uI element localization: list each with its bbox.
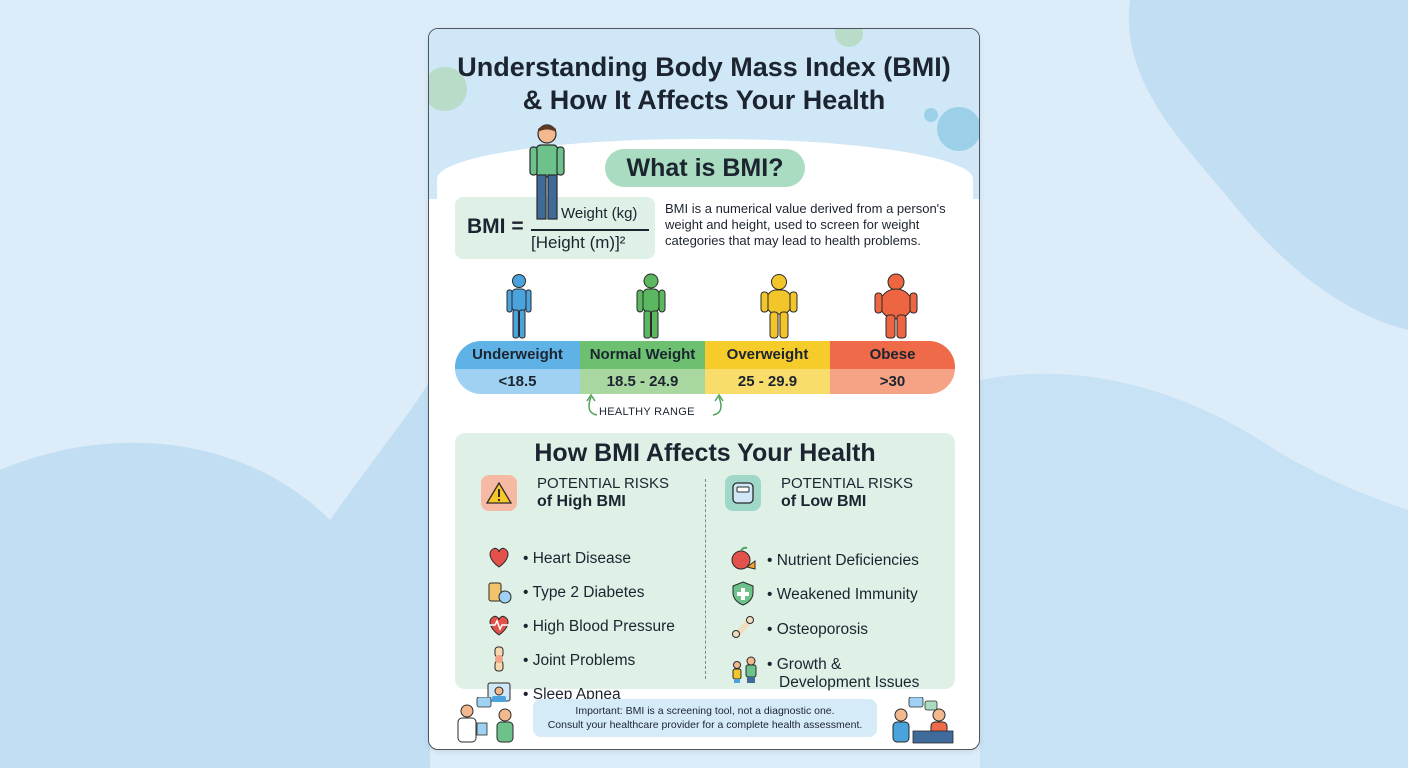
note-line-2: Consult your healthcare provider for a c… — [547, 719, 863, 731]
page-title: Understanding Body Mass Index (BMI) & Ho… — [429, 51, 979, 117]
risk-label: Type 2 Diabetes — [532, 584, 645, 601]
risk-type-2-diabetes: • Type 2 Diabetes — [523, 584, 645, 601]
standing-person-icon — [529, 124, 565, 220]
header-decoration — [429, 29, 979, 151]
normal-weight-figure-icon — [636, 273, 666, 339]
shield-icon — [732, 581, 754, 606]
risk-heart-disease: • Heart Disease — [523, 550, 631, 567]
category-range: <18.5 — [455, 369, 580, 394]
note-line-1: Important: BMI is a screening tool, not … — [575, 705, 835, 717]
risk-growth-development-issues: • Growth & Development Issues — [767, 656, 920, 691]
important-note: Important: BMI is a screening tool, not … — [533, 699, 877, 737]
healthy-range-label: HEALTHY RANGE — [599, 406, 695, 418]
risk-osteoporosis: • Osteoporosis — [767, 621, 869, 638]
what-is-bmi-heading: What is BMI? — [605, 149, 805, 187]
formula-denominator: [Height (m)]² — [531, 233, 626, 252]
category-label: Overweight — [705, 341, 830, 369]
formula-numerator: Weight (kg) — [561, 205, 638, 222]
scale-icon — [725, 475, 761, 511]
category-range: >30 — [830, 369, 955, 394]
risk-sleep-apnea: • Sleep Apnea — [523, 686, 621, 703]
apple-icon — [731, 546, 756, 570]
title-line-1: Understanding Body Mass Index (BMI) — [457, 52, 951, 82]
underweight-figure-icon — [506, 274, 532, 339]
risk-high-blood-pressure: • High Blood Pressure — [523, 618, 675, 635]
insulin-icon — [488, 582, 512, 604]
risk-label: Osteoporosis — [776, 621, 869, 638]
column-divider — [705, 479, 706, 679]
sleeping-person-icon — [487, 682, 511, 702]
risk-label: Sleep Apnea — [532, 686, 621, 703]
risk-joint-problems: • Joint Problems — [523, 652, 636, 669]
category-range: 18.5 - 24.9 — [580, 369, 705, 394]
risk-label: High Blood Pressure — [532, 618, 675, 635]
risk-label-line1: Growth & — [776, 656, 842, 673]
bmi-poster: Understanding Body Mass Index (BMI) & Ho… — [428, 28, 980, 750]
category-overweight: Overweight 25 - 29.9 — [705, 341, 830, 394]
risk-weakened-immunity: • Weakened Immunity — [767, 586, 918, 603]
bone-icon — [732, 616, 754, 638]
category-range: 25 - 29.9 — [705, 369, 830, 394]
overweight-figure-icon — [760, 274, 798, 339]
obese-figure-icon — [874, 273, 918, 339]
category-underweight: Underweight <18.5 — [455, 341, 580, 394]
risk-label: Joint Problems — [532, 652, 636, 669]
high-bmi-heading-line1: POTENTIAL RISKS — [537, 475, 669, 492]
healthy-range-arrows-icon — [586, 393, 724, 416]
high-bmi-heading: POTENTIAL RISKS of High BMI — [537, 475, 669, 511]
formula-lhs: BMI = — [467, 215, 524, 238]
doctor-consultation-icon — [457, 697, 514, 743]
bmi-description: BMI is a numerical value derived from a … — [665, 201, 946, 248]
knee-joint-icon — [494, 646, 504, 672]
heart-icon — [489, 547, 509, 568]
bmi-category-scale: Underweight <18.5 Normal Weight 18.5 - 2… — [455, 341, 955, 394]
low-bmi-heading-line2: of Low BMI — [781, 493, 867, 510]
patient-chat-icon — [892, 697, 954, 744]
family-icon — [732, 656, 757, 683]
health-effects-heading: How BMI Affects Your Health — [534, 439, 876, 467]
heart-pulse-icon — [489, 615, 509, 636]
category-obese: Obese >30 — [830, 341, 955, 394]
category-normal-weight: Normal Weight 18.5 - 24.9 — [580, 341, 705, 394]
risk-label: Nutrient Deficiencies — [776, 552, 919, 569]
formula-fraction-bar — [531, 229, 649, 231]
risk-label-line2: Development Issues — [779, 674, 920, 691]
category-label: Underweight — [455, 341, 580, 369]
health-effects-panel: How BMI Affects Your Health POTENTIAL RI… — [455, 433, 955, 703]
category-label: Obese — [830, 341, 955, 369]
title-line-2: & How It Affects Your Health — [522, 85, 886, 115]
category-label: Normal Weight — [580, 341, 705, 369]
risk-label: Heart Disease — [532, 550, 631, 567]
risk-nutrient-deficiencies: • Nutrient Deficiencies — [767, 552, 919, 569]
high-bmi-heading-line2: of High BMI — [537, 493, 626, 510]
warning-icon — [481, 475, 517, 511]
low-bmi-heading: POTENTIAL RISKS of Low BMI — [781, 475, 913, 511]
risk-label: Weakened Immunity — [776, 586, 918, 603]
low-bmi-heading-line1: POTENTIAL RISKS — [781, 475, 913, 492]
